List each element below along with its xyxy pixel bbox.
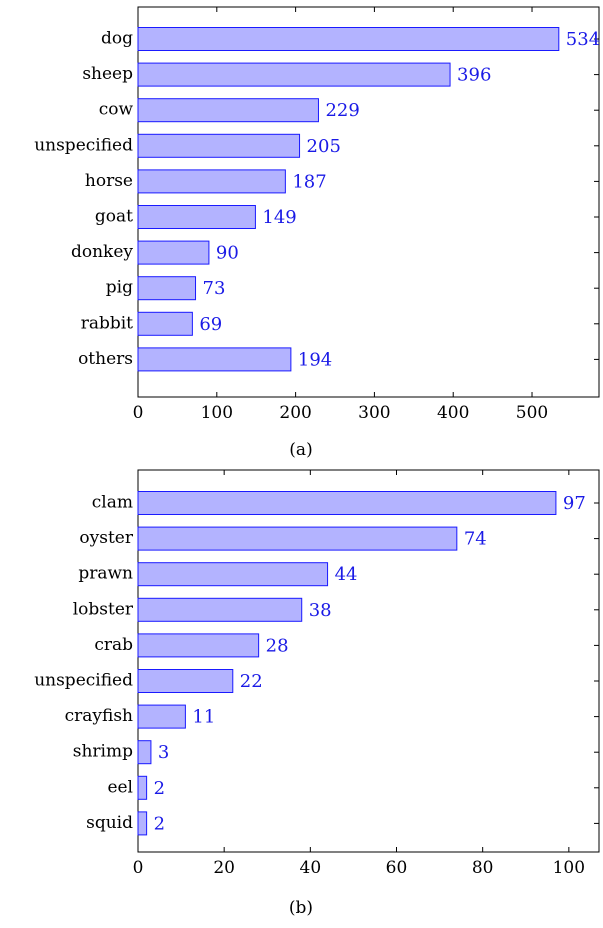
value-label: 74 [464,529,487,550]
category-label: crab [94,635,133,655]
bar-oyster [137,526,458,551]
x-tick-label: 100 [201,403,233,423]
plot-frame [137,6,600,398]
chart-b: 0 20 40 60 80 100 clam 97 oyster 74 prawn 44 lobster… [34,469,600,918]
bar-rabbit [137,311,193,336]
value-label: 2 [154,813,165,834]
category-label: dog [101,29,133,49]
category-label: unspecified [34,135,133,155]
bar-sheep [137,62,451,87]
x-tick-label: 400 [437,403,469,423]
bar-others [137,347,292,372]
value-label: 396 [457,65,491,86]
bar-goat [137,205,256,229]
bar-crayfish [137,704,186,729]
value-label: 97 [563,493,586,514]
subfigure-caption: (b) [289,898,313,918]
category-label: others [78,349,133,369]
chart-a: 0 100 200 300 400 500 dog 534 sheep 396 cow 229 unsp… [34,6,600,460]
category-label: prawn [78,564,133,584]
category-label: goat [95,207,133,227]
value-label: 3 [158,742,169,763]
category-label: unspecified [34,671,133,691]
category-label: donkey [71,242,133,262]
category-label: cow [99,100,134,120]
bar-pig [137,276,197,301]
value-label: 2 [154,778,165,799]
value-label: 44 [335,564,358,585]
value-label: 534 [566,29,600,50]
value-label: 73 [203,278,226,299]
bar-horse [137,169,286,194]
x-tick-label: 60 [386,858,408,878]
x-tick-label: 200 [279,403,311,423]
x-tick-label: 500 [516,403,548,423]
bar-unspecified [137,133,301,158]
bar-crab [137,633,260,658]
category-label: clam [92,493,133,513]
subfigure-caption: (a) [289,440,312,460]
value-label: 149 [262,207,296,228]
x-tick-label: 300 [358,403,390,423]
bar-clam [137,491,557,515]
value-label: 11 [192,707,215,728]
bar-shrimp [137,740,152,765]
x-tick-label: 100 [553,858,585,878]
bar-eel [137,775,148,800]
bar-cow [137,98,319,123]
value-label: 229 [325,100,359,121]
value-label: 187 [292,171,326,192]
category-label: rabbit [81,313,133,333]
value-label: 90 [216,243,239,264]
value-label: 28 [266,635,289,656]
category-label: sheep [82,64,133,84]
value-label: 69 [199,314,222,335]
x-tick-label: 0 [133,403,144,423]
value-label: 22 [240,671,263,692]
x-tick-label: 40 [300,858,322,878]
value-label: 205 [307,136,341,157]
category-label: shrimp [73,742,133,762]
value-label: 194 [298,349,332,370]
value-label: 38 [309,600,332,621]
x-tick-label: 80 [472,858,494,878]
category-label: crayfish [65,706,133,726]
category-label: horse [85,171,133,191]
category-label: squid [86,813,133,833]
category-label: oyster [79,528,133,548]
category-label: lobster [73,599,134,619]
plot-frame [137,469,600,853]
bar-lobster [137,597,303,622]
bar-donkey [137,240,210,265]
bar-unspecified [137,669,234,693]
x-tick-label: 0 [133,858,144,878]
category-label: pig [106,278,133,298]
category-label: eel [107,777,133,797]
bar-prawn [137,562,329,587]
bar-squid [137,811,148,836]
x-tick-label: 20 [213,858,235,878]
bar-dog [137,27,560,51]
